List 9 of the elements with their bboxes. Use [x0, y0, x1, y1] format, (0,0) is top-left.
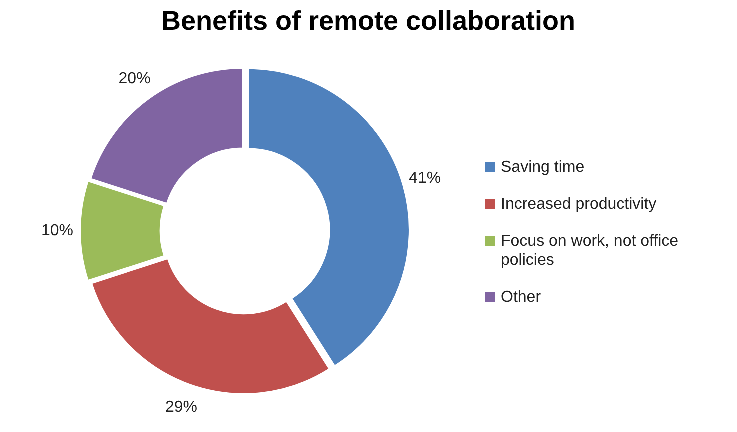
data-label: 10% — [41, 222, 74, 240]
legend-label: Increased productivity — [501, 195, 657, 214]
chart-title: Benefits of remote collaboration — [160, 6, 577, 37]
legend-label: Other — [501, 288, 542, 307]
legend-label: Saving time — [501, 158, 585, 177]
legend-label: Focus on work, not office policies — [501, 232, 680, 270]
data-label: 29% — [165, 398, 198, 416]
data-label: 41% — [409, 170, 442, 188]
data-label: 20% — [118, 70, 151, 88]
